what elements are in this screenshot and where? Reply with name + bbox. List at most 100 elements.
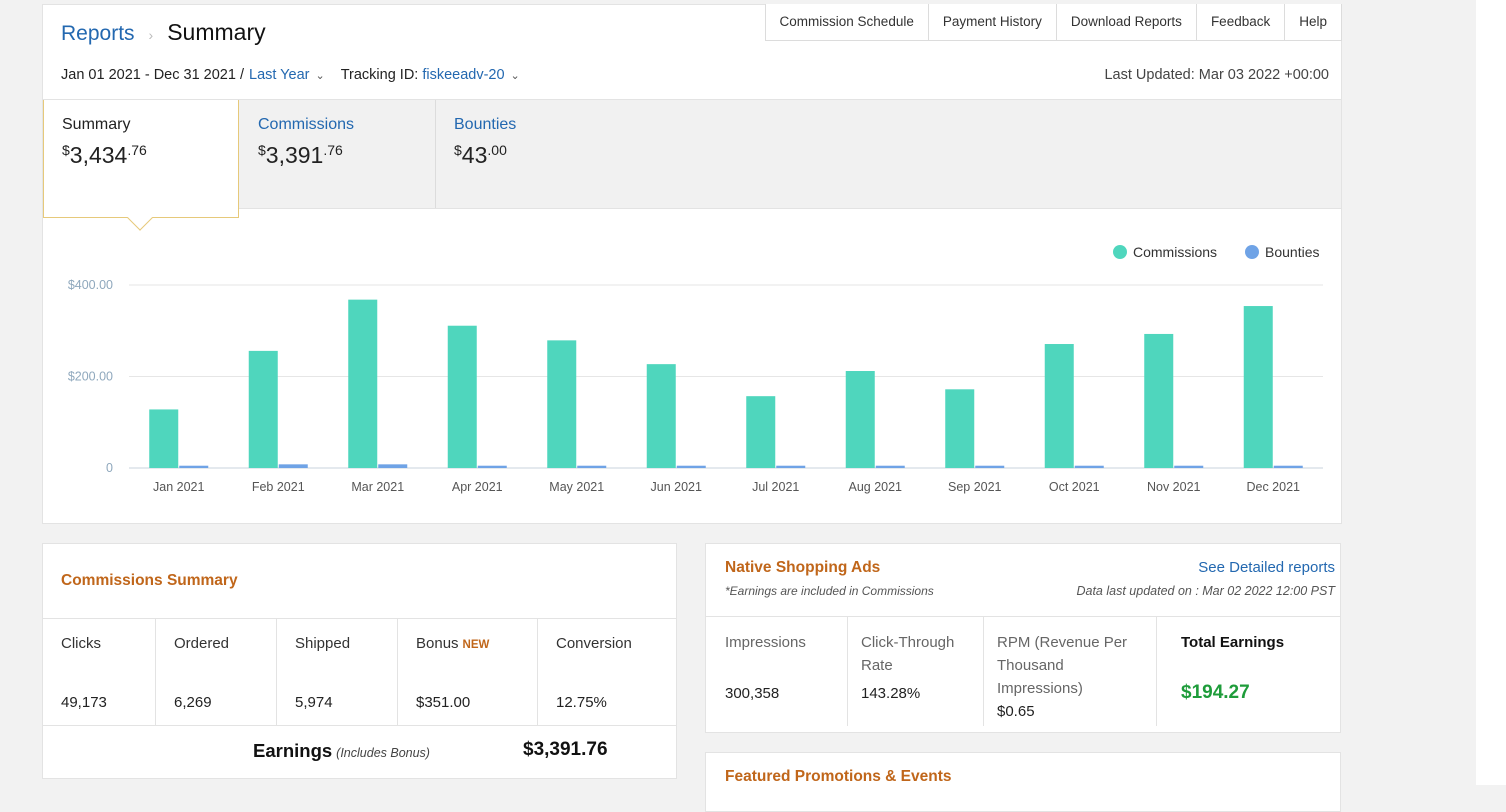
download-reports-link[interactable]: Download Reports xyxy=(1055,4,1196,40)
right-edge-panel xyxy=(1476,0,1506,785)
impressions-label: Impressions xyxy=(725,634,806,651)
bounties-bar[interactable] xyxy=(477,465,507,468)
help-link[interactable]: Help xyxy=(1284,4,1341,40)
data-last-updated-text: Data last updated on : Mar 02 2022 12:00… xyxy=(1076,584,1335,598)
featured-promotions-card: Featured Promotions & Events xyxy=(705,752,1341,812)
x-tick-label: Mar 2021 xyxy=(351,480,404,494)
commissions-bar[interactable] xyxy=(447,325,477,468)
last-updated-text: Last Updated: Mar 03 2022 +00:00 xyxy=(1104,67,1329,83)
tracking-id-value: fiskeeadv-20 xyxy=(422,67,505,83)
bounties-bar[interactable] xyxy=(179,465,209,468)
bounties-bar[interactable] xyxy=(278,464,308,468)
commissions-bar[interactable] xyxy=(1243,306,1273,468)
native-shopping-ads-grid: Impressions 300,358 Click-Through Rate 1… xyxy=(706,616,1340,726)
rpm-cell: RPM (Revenue Per Thousand Impressions) $… xyxy=(983,617,1156,726)
clicks-cell: Clicks 49,173 xyxy=(43,619,155,725)
bounties-bar[interactable] xyxy=(1074,465,1104,468)
tab-bounties-label: Bounties xyxy=(454,116,517,133)
x-tick-label: Aug 2021 xyxy=(848,480,902,494)
see-detailed-reports-link[interactable]: See Detailed reports xyxy=(1198,559,1335,576)
breadcrumb: Reports › Summary xyxy=(61,19,266,46)
x-tick-label: Dec 2021 xyxy=(1246,480,1300,494)
bounties-bar[interactable] xyxy=(776,465,806,468)
commissions-bar[interactable] xyxy=(248,350,278,468)
commissions-bar[interactable] xyxy=(547,340,577,468)
period-dropdown[interactable]: Last Year ⌄ xyxy=(249,67,325,83)
x-tick-label: Jun 2021 xyxy=(651,480,702,494)
legend-dot-icon xyxy=(1113,245,1127,259)
new-badge: NEW xyxy=(462,639,490,651)
tracking-id-selector[interactable]: Tracking ID: fiskeeadv-20 ⌄ xyxy=(341,67,520,83)
total-earnings-label: Total Earnings xyxy=(1181,634,1285,651)
tab-commissions-label: Commissions xyxy=(258,116,355,133)
breadcrumb-reports-link[interactable]: Reports xyxy=(61,22,135,45)
commissions-bar[interactable] xyxy=(746,396,776,468)
bounties-bar[interactable] xyxy=(1174,465,1204,468)
bounties-bar[interactable] xyxy=(676,465,706,468)
tab-bounties[interactable]: Bounties $43.00 xyxy=(436,100,632,208)
chart-legend: Commissions Bounties xyxy=(1113,244,1319,260)
legend-item-bounties[interactable]: Bounties xyxy=(1245,244,1319,260)
commissions-bar[interactable] xyxy=(945,389,975,468)
feedback-link[interactable]: Feedback xyxy=(1195,4,1284,40)
chevron-down-icon: ⌄ xyxy=(315,70,325,82)
bounties-bar[interactable] xyxy=(378,464,408,468)
x-tick-label: May 2021 xyxy=(549,480,604,494)
x-tick-label: Nov 2021 xyxy=(1147,480,1201,494)
bounties-bar[interactable] xyxy=(577,465,607,468)
y-tick-label: $200.00 xyxy=(68,370,113,384)
total-earnings-cell: Total Earnings $194.27 xyxy=(1156,617,1340,726)
tab-commissions-amount: $3,391.76 xyxy=(258,142,343,168)
legend-label: Commissions xyxy=(1133,244,1217,260)
breadcrumb-chevron-icon: › xyxy=(148,27,154,43)
native-shopping-ads-title: Native Shopping Ads xyxy=(725,559,881,576)
shipped-label: Shipped xyxy=(295,635,351,652)
commissions-summary-grid: Clicks 49,173 Ordered 6,269 Shipped 5,97… xyxy=(43,618,676,726)
chart-x-axis: Jan 2021 Feb 2021 Mar 2021 Apr 2021 May 2021… xyxy=(153,480,1300,494)
impressions-value: 300,358 xyxy=(725,685,780,702)
x-tick-label: Sep 2021 xyxy=(948,480,1002,494)
commissions-summary-title: Commissions Summary xyxy=(61,572,238,589)
conversion-label: Conversion xyxy=(556,635,632,652)
commission-schedule-link[interactable]: Commission Schedule xyxy=(779,14,914,29)
payment-history-link[interactable]: Payment History xyxy=(927,4,1056,40)
commissions-bar[interactable] xyxy=(149,409,179,468)
ordered-cell: Ordered 6,269 xyxy=(155,619,276,725)
x-tick-label: Apr 2021 xyxy=(452,480,503,494)
commissions-summary-card: Commissions Summary Clicks 49,173 Ordere… xyxy=(42,543,677,779)
bounties-bar[interactable] xyxy=(875,465,905,468)
tab-summary[interactable]: Summary $3,434.76 xyxy=(43,100,239,218)
commissions-bar[interactable] xyxy=(348,299,378,468)
shipped-value: 5,974 xyxy=(295,694,333,711)
bonus-label: Bonus NEW xyxy=(416,635,490,652)
total-earnings-value: $194.27 xyxy=(1181,682,1250,703)
monthly-earnings-chart: 0 $200.00 $400.00 Jan 2021 Feb 2021 Mar 2021… xyxy=(68,244,1323,494)
commissions-bar[interactable] xyxy=(1044,344,1074,468)
shipped-cell: Shipped 5,974 xyxy=(276,619,397,725)
y-tick-label: 0 xyxy=(106,461,113,475)
legend-label: Bounties xyxy=(1265,244,1319,260)
bounties-bar[interactable] xyxy=(975,465,1005,468)
tab-bounties-amount: $43.00 xyxy=(454,142,507,168)
commissions-bar[interactable] xyxy=(1144,333,1174,468)
impressions-cell: Impressions 300,358 xyxy=(706,617,847,726)
report-summary-card: Reports › Summary Commission Schedule Pa… xyxy=(42,4,1342,524)
date-range-text: Jan 01 2021 - Dec 31 2021 / xyxy=(61,67,244,83)
x-tick-label: Jan 2021 xyxy=(153,480,204,494)
summary-tabs: Summary $3,434.76 Commissions $3,391.76 … xyxy=(43,99,1341,218)
bounties-bar[interactable] xyxy=(1273,465,1303,468)
tab-commissions[interactable]: Commissions $3,391.76 xyxy=(240,100,436,208)
rpm-value: $0.65 xyxy=(997,703,1035,720)
earnings-row: Earnings (Includes Bonus) $3,391.76 xyxy=(43,726,676,778)
x-tick-label: Jul 2021 xyxy=(752,480,799,494)
featured-promotions-title: Featured Promotions & Events xyxy=(725,768,952,785)
conversion-cell: Conversion 12.75% xyxy=(537,619,676,725)
commissions-bar[interactable] xyxy=(845,371,875,468)
chevron-down-icon: ⌄ xyxy=(510,69,520,82)
legend-item-commissions[interactable]: Commissions xyxy=(1113,244,1217,260)
filter-row: Jan 01 2021 - Dec 31 2021 / Last Year ⌄ T… xyxy=(61,67,520,83)
commissions-bar[interactable] xyxy=(646,364,676,468)
tab-summary-label: Summary xyxy=(62,116,131,133)
report-nav-links: Commission Schedule Payment History Down… xyxy=(764,4,1342,41)
x-tick-label: Oct 2021 xyxy=(1049,480,1100,494)
